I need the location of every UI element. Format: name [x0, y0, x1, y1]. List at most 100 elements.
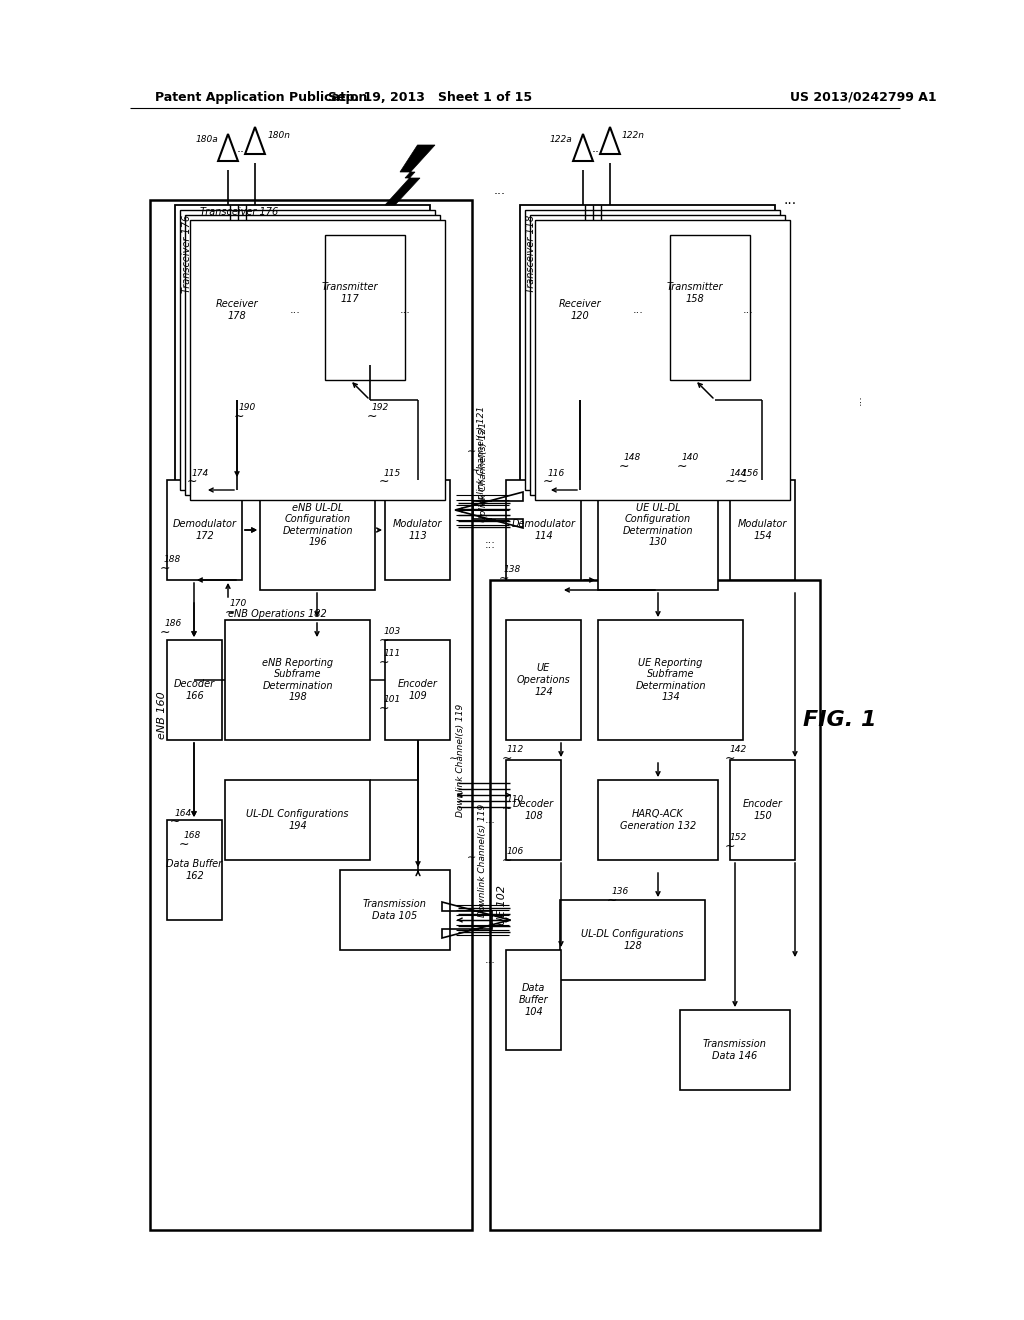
Text: ∼: ∼ [379, 656, 389, 668]
Bar [225, 620, 370, 741]
Text: ∼: ∼ [725, 474, 735, 487]
Bar [150, 201, 472, 1230]
Text: US 2013/0242799 A1: US 2013/0242799 A1 [790, 91, 937, 103]
Bar [315, 224, 395, 370]
Bar [730, 760, 795, 861]
Text: Transceiver 176: Transceiver 176 [182, 215, 193, 293]
Text: Uplink Channel(s) 121: Uplink Channel(s) 121 [478, 422, 487, 523]
Text: UL-DL Configurations
194: UL-DL Configurations 194 [246, 809, 349, 830]
Text: Receiver
178: Receiver 178 [216, 300, 258, 321]
Text: 122n: 122n [622, 131, 645, 140]
Text: 148: 148 [624, 454, 641, 462]
Text: 136: 136 [611, 887, 629, 896]
Bar [665, 230, 745, 375]
Text: Decoder
108: Decoder 108 [513, 799, 554, 821]
Text: ...: ... [494, 183, 506, 197]
Bar [730, 480, 795, 579]
Text: ∼: ∼ [502, 801, 512, 814]
Text: 115: 115 [383, 470, 400, 479]
Bar [325, 235, 406, 380]
Text: ∼: ∼ [677, 459, 687, 473]
Text: ∼: ∼ [607, 894, 617, 907]
Text: 168: 168 [183, 832, 201, 841]
Text: Transmitter
158: Transmitter 158 [667, 282, 723, 304]
Text: Data
Buffer
104: Data Buffer 104 [519, 983, 548, 1016]
Text: ∼: ∼ [725, 751, 735, 764]
Text: eNB UL-DL
Configuration
Determination
196: eNB UL-DL Configuration Determination 19… [283, 503, 352, 548]
Text: UL-DL Configurations
128: UL-DL Configurations 128 [582, 929, 684, 950]
Text: 112: 112 [507, 746, 523, 755]
Text: 170: 170 [229, 599, 247, 609]
Text: 116: 116 [548, 469, 564, 478]
Text: 156: 156 [741, 469, 759, 478]
Text: ...: ... [484, 535, 496, 545]
Text: ∼: ∼ [233, 409, 245, 422]
Text: Demodulator
114: Demodulator 114 [512, 519, 575, 541]
Text: Downlink Channel(s) 119: Downlink Channel(s) 119 [477, 804, 486, 916]
Bar [340, 870, 450, 950]
Bar [167, 820, 222, 920]
Text: Transmission
Data 146: Transmission Data 146 [703, 1039, 767, 1061]
Text: ∼: ∼ [736, 474, 748, 487]
Text: ∼: ∼ [379, 701, 389, 714]
Bar [655, 220, 735, 366]
Text: 101: 101 [383, 696, 400, 705]
Text: Transmitter
117: Transmitter 117 [322, 282, 378, 304]
Text: ∼: ∼ [170, 814, 180, 828]
Text: 144: 144 [729, 469, 746, 478]
Text: ∼: ∼ [618, 459, 630, 473]
Polygon shape [385, 145, 435, 205]
Bar [670, 235, 750, 380]
Bar [538, 220, 623, 400]
Text: ∼: ∼ [725, 840, 735, 853]
Bar [660, 224, 740, 370]
Text: 174: 174 [191, 470, 209, 479]
Text: 138: 138 [504, 565, 520, 574]
Text: Demodulator
172: Demodulator 172 [172, 519, 237, 541]
Text: eNB Operations 182: eNB Operations 182 [228, 609, 327, 619]
Text: 111: 111 [383, 649, 400, 659]
Bar [195, 220, 280, 400]
Text: ...: ... [399, 305, 411, 315]
Text: 142: 142 [729, 746, 746, 755]
Text: ∼: ∼ [449, 754, 458, 764]
Bar [167, 640, 222, 741]
Text: ...: ... [484, 954, 496, 965]
Text: ...: ... [783, 193, 797, 207]
Text: ...: ... [290, 305, 300, 315]
Text: Sep. 19, 2013   Sheet 1 of 15: Sep. 19, 2013 Sheet 1 of 15 [328, 91, 532, 103]
Text: ∼: ∼ [224, 606, 236, 619]
Text: Uplink Channel(s) 121: Uplink Channel(s) 121 [477, 407, 486, 506]
Text: ∼: ∼ [179, 837, 189, 850]
Bar [680, 1010, 790, 1090]
Text: 186: 186 [165, 619, 181, 628]
Bar [598, 620, 743, 741]
Text: 164: 164 [174, 808, 191, 817]
Text: ∼: ∼ [379, 634, 389, 647]
Text: 110: 110 [507, 796, 523, 804]
Text: ∼: ∼ [471, 466, 480, 477]
Text: ∼: ∼ [502, 751, 512, 764]
Text: 122a: 122a [549, 136, 572, 144]
Text: ∼: ∼ [367, 409, 377, 422]
Bar [520, 205, 775, 484]
Bar [598, 459, 718, 590]
Text: 106: 106 [507, 847, 523, 857]
Text: ∼: ∼ [160, 561, 170, 574]
Bar [506, 950, 561, 1049]
Text: UE
Operations
124: UE Operations 124 [517, 664, 570, 697]
Text: Modulator
113: Modulator 113 [393, 519, 442, 541]
Bar [530, 215, 785, 495]
Text: ...: ... [592, 141, 604, 154]
Text: Data Buffer
162: Data Buffer 162 [167, 859, 222, 880]
Bar [175, 205, 430, 484]
Text: eNB Reporting
Subframe
Determination
198: eNB Reporting Subframe Determination 198 [262, 657, 333, 702]
Bar [506, 480, 581, 579]
Bar [190, 220, 445, 500]
Bar [385, 640, 450, 741]
Text: UE UL-DL
Configuration
Determination
130: UE UL-DL Configuration Determination 130 [623, 503, 693, 548]
Text: ∼: ∼ [467, 853, 477, 863]
Bar [506, 760, 561, 861]
Text: ∼: ∼ [467, 447, 477, 457]
Text: Transceiver 176: Transceiver 176 [200, 207, 279, 216]
